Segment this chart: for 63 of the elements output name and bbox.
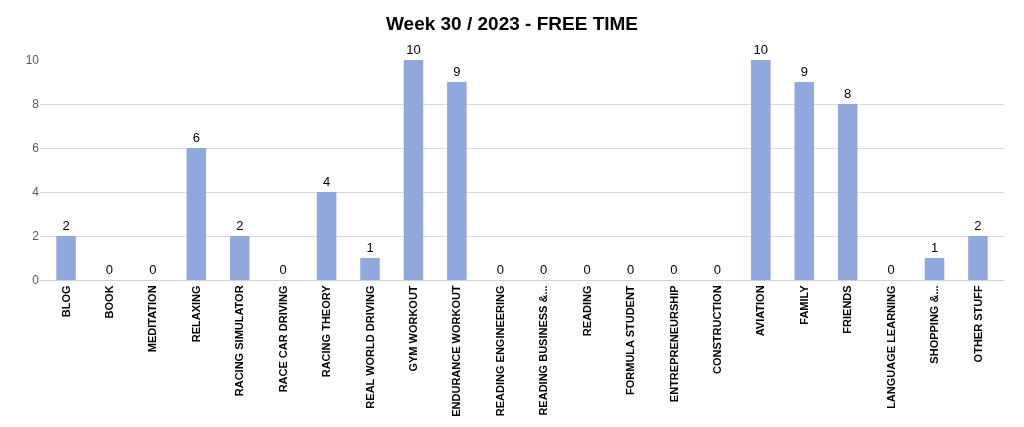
y-tick-label: 10 bbox=[25, 53, 40, 68]
bar bbox=[360, 258, 380, 280]
x-tick-label: OTHER STUFF bbox=[971, 285, 984, 363]
x-tick-label: MEDITATION bbox=[146, 285, 159, 353]
data-label: 6 bbox=[192, 130, 200, 145]
data-label: 1 bbox=[930, 240, 939, 255]
data-label: 1 bbox=[366, 240, 374, 255]
bar bbox=[186, 148, 207, 280]
data-label: 0 bbox=[279, 262, 287, 277]
x-tick-label: RACING SIMULATOR bbox=[233, 285, 246, 397]
bar bbox=[447, 82, 467, 280]
x-tick-label: READING bbox=[580, 285, 593, 337]
x-tick-label: BLOG bbox=[59, 285, 72, 318]
x-tick-label: FORMULA STUDENT bbox=[624, 285, 637, 395]
bar bbox=[968, 236, 988, 280]
data-label: 0 bbox=[713, 262, 722, 277]
data-label: 9 bbox=[800, 64, 808, 79]
x-tick-label: READING BUSINESS &... bbox=[537, 285, 550, 416]
bar bbox=[316, 192, 337, 280]
bar bbox=[403, 60, 424, 280]
y-tick-label: 2 bbox=[32, 229, 40, 244]
data-label: 0 bbox=[583, 262, 591, 277]
x-tick-label: LANGUAGE LEARNING bbox=[884, 285, 897, 409]
data-label: 0 bbox=[540, 262, 548, 277]
x-tick-label: ENTREPRENEURSHIP bbox=[667, 285, 680, 403]
x-tick-label: READING ENGINEERING bbox=[493, 285, 506, 417]
chart-title: Week 30 / 2023 - FREE TIME bbox=[385, 13, 639, 35]
y-tick-label: 4 bbox=[32, 185, 40, 200]
bar bbox=[229, 236, 250, 280]
bar bbox=[751, 60, 771, 280]
x-tick-label: FAMILY bbox=[797, 284, 810, 325]
data-label: 4 bbox=[322, 174, 331, 189]
bar bbox=[794, 82, 815, 280]
x-tick-label: GYM WORKOUT bbox=[407, 285, 420, 372]
x-tick-label: RACE CAR DRIVING bbox=[276, 285, 289, 393]
data-label: 10 bbox=[406, 42, 421, 57]
x-tick-label: CONSTRUCTION bbox=[710, 285, 723, 375]
bar bbox=[56, 236, 76, 280]
data-label: 2 bbox=[236, 218, 244, 233]
data-label: 0 bbox=[105, 262, 114, 277]
data-label: 0 bbox=[626, 262, 635, 277]
x-tick-label: AVIATION bbox=[754, 285, 767, 337]
bar bbox=[924, 258, 945, 280]
data-label: 9 bbox=[453, 64, 461, 79]
data-label: 0 bbox=[149, 262, 157, 277]
x-tick-label: ENDURANCE WORKOUT bbox=[450, 285, 463, 417]
y-tick-label: 6 bbox=[32, 141, 40, 156]
y-tick-label: 0 bbox=[32, 273, 40, 288]
bar bbox=[837, 104, 858, 280]
data-label: 10 bbox=[753, 42, 769, 57]
x-tick-label: RACING THEORY bbox=[320, 284, 333, 378]
x-tick-label: RELAXING bbox=[189, 285, 202, 343]
data-label: 2 bbox=[62, 218, 70, 233]
x-tick-label: SHOPPING &... bbox=[928, 285, 941, 364]
y-tick-label: 8 bbox=[32, 97, 40, 112]
data-label: 0 bbox=[496, 262, 504, 277]
x-tick-label: FRIENDS bbox=[841, 285, 854, 334]
data-label: 0 bbox=[887, 262, 895, 277]
data-label: 2 bbox=[974, 218, 982, 233]
x-tick-label: BOOK bbox=[103, 285, 116, 319]
x-tick-label: REAL WORLD DRIVING bbox=[363, 285, 376, 409]
data-label: 0 bbox=[670, 262, 678, 277]
data-label: 8 bbox=[844, 86, 852, 101]
